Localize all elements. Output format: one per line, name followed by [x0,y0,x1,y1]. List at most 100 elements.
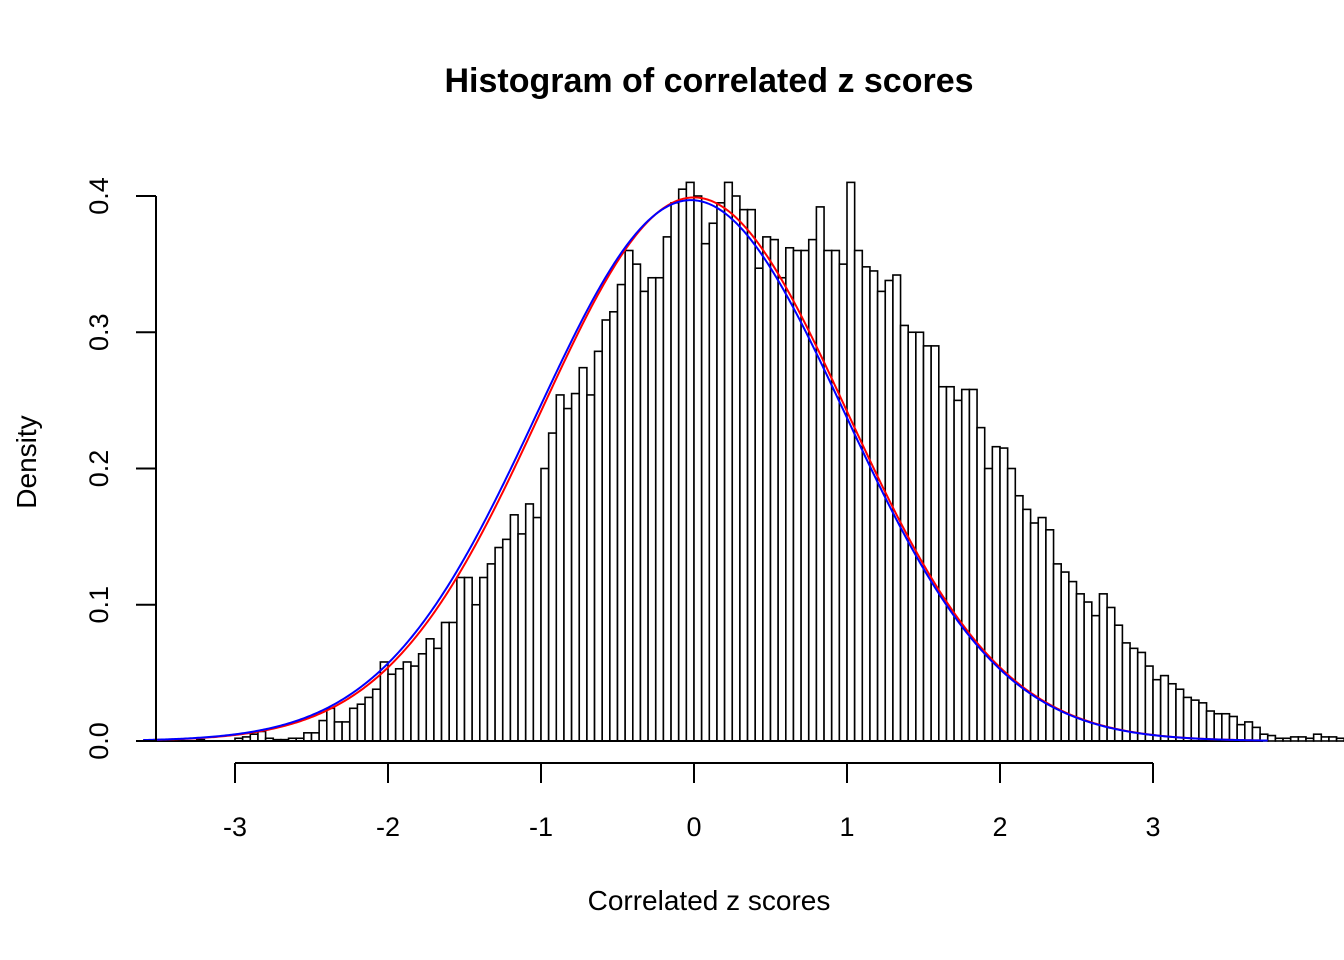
density-curve [143,199,1268,742]
histogram-bar [463,576,473,742]
histogram-bar [723,181,734,742]
histogram-bar [1312,733,1323,742]
y-tick-label: 0.4 [84,177,114,215]
x-tick-label: -3 [223,812,247,842]
histogram-bar [915,331,925,742]
histogram-bar [670,202,680,742]
histogram-bar [838,263,848,742]
y-axis: 0.0 0.1 0.2 0.3 0.4 [84,177,157,760]
x-axis: -3 -2 -1 0 1 2 3 [223,762,1161,842]
histogram-bar [976,426,986,742]
histogram-bar [540,467,550,742]
histogram-bar [1335,737,1344,742]
histogram-bar [922,345,932,742]
histogram-bar [1106,606,1116,742]
histogram-bar [417,652,428,742]
histogram-bar [639,290,649,742]
histogram-bar [1328,736,1338,742]
histogram-bar [762,236,772,742]
histogram-bar [509,514,519,742]
histogram-bar [1144,665,1154,742]
histogram-bar [953,399,963,742]
histogram-bar [960,388,971,742]
histogram-bar [631,263,642,742]
histogram-bar [662,236,672,742]
histogram-bar [746,208,756,742]
histogram-bar [555,394,565,742]
histogram-bar [325,707,336,742]
histogram-bar [853,249,864,742]
histogram-bar [1037,516,1047,742]
histogram-bar [624,249,634,742]
histogram-bar [685,181,695,742]
histogram-bar [1251,726,1261,742]
histogram-bar [341,721,351,742]
histogram-bar [486,563,496,742]
histogram-bar [1205,710,1216,742]
histogram-bar [303,732,313,742]
histogram-bar [1121,642,1131,742]
histogram-bar [364,696,374,742]
histogram-bar [861,266,871,742]
histogram-bar [1029,522,1040,742]
histogram-bar [708,222,718,742]
histogram-bar [601,319,611,742]
histogram-bar [1045,529,1055,742]
x-tick-label: 1 [839,812,854,842]
histogram-bar [1113,624,1124,742]
histogram-bar [1129,647,1139,742]
histogram-bar [333,721,343,742]
histogram-bar [999,447,1009,742]
histogram-bar [937,385,948,742]
histogram-bar [410,665,420,742]
histogram-bar [754,267,764,742]
histogram-bar [1136,651,1147,742]
histogram-bar [356,703,366,742]
histogram-bar [647,276,657,742]
histogram-bar [1213,712,1223,742]
histogram-bar [1022,508,1032,742]
histogram-bar [991,445,1001,742]
histogram-bar [1175,688,1185,742]
histogram-bar [823,249,833,742]
y-axis-label: Density [11,415,42,508]
histogram-bar [1282,737,1292,742]
histogram-bar [249,733,259,742]
histogram-bar [777,276,787,742]
histogram-bar [501,538,512,742]
histogram-bar [731,195,741,742]
x-tick-label: 3 [1145,812,1160,842]
histogram-bar [983,467,994,742]
density-curves [143,196,1268,742]
histogram-bar [846,181,856,742]
histogram-bar [1228,715,1238,742]
histogram-bar [1320,736,1330,742]
histogram-bar [830,249,841,742]
histogram-bar [1152,678,1162,742]
histogram-bar [907,331,917,742]
histogram-bar [471,603,481,742]
histogram-bar [807,238,818,742]
histogram-bar [716,202,726,742]
histogram-bar [578,366,588,742]
histogram-bar [1266,734,1277,742]
histogram-bar [1221,712,1231,742]
histogram-bar [700,242,711,742]
histogram-bar [517,533,527,742]
histogram-bar [425,638,435,742]
histogram-bar [815,206,825,742]
histogram-bar [1014,494,1024,742]
histogram-bar [547,432,558,742]
histogram-bar [968,388,978,742]
histogram-bar [677,188,688,742]
histogram-bar [593,350,603,742]
x-tick-label: -2 [376,812,400,842]
histogram-bar [318,719,328,742]
histogram-bar [693,195,703,742]
histogram-bar [739,208,749,742]
histogram-bar [348,707,359,742]
histogram-bar [1006,467,1017,742]
histogram-bar [609,311,619,742]
y-tick-label: 0.3 [84,313,114,351]
